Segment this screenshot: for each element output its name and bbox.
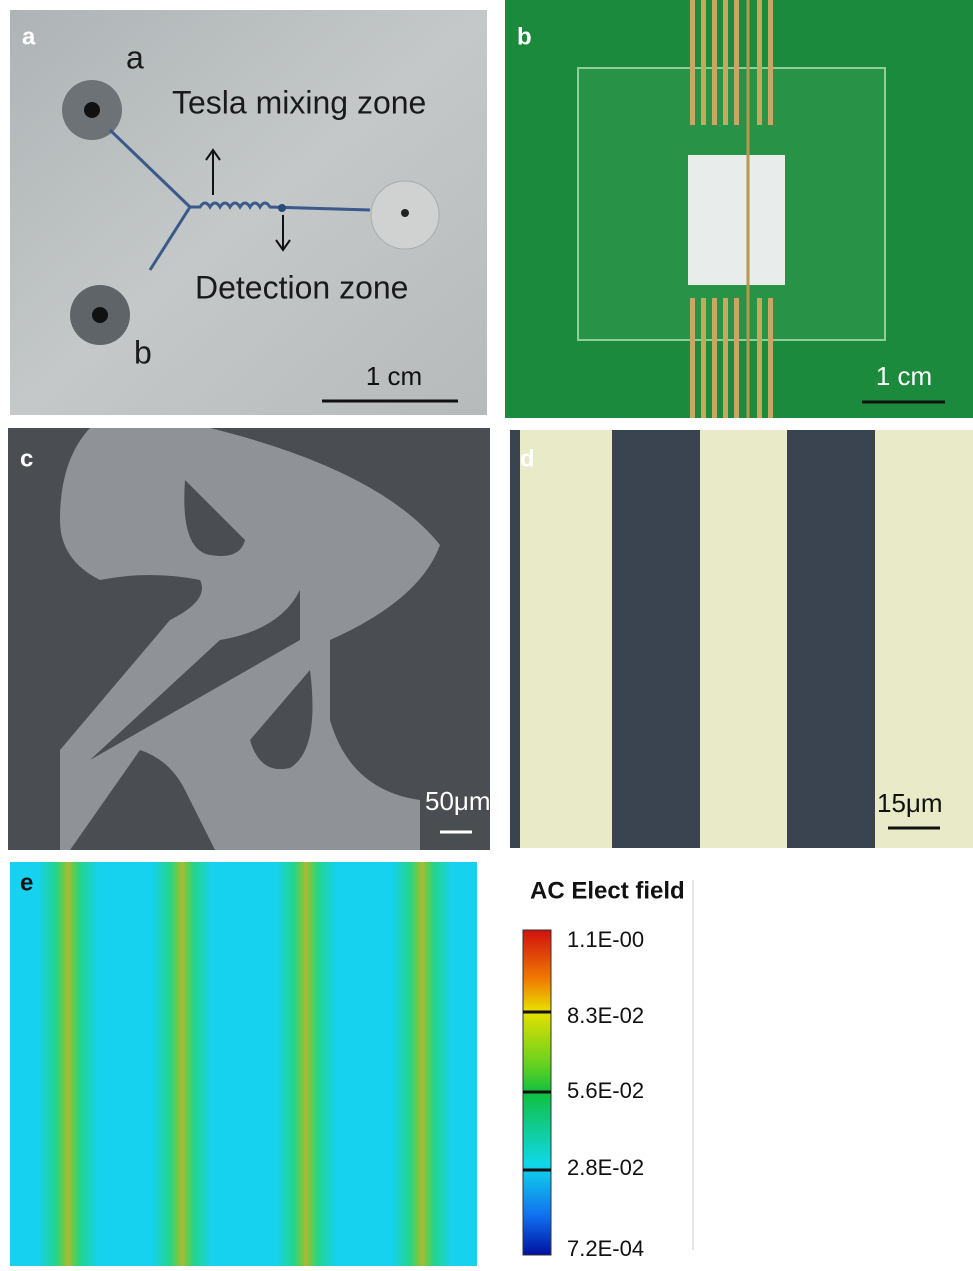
stripe bbox=[612, 430, 700, 848]
inlet-label: b bbox=[134, 334, 152, 370]
scale-label: 1 cm bbox=[366, 361, 422, 391]
outlet-hole bbox=[401, 209, 409, 217]
panel-label: b bbox=[517, 23, 532, 50]
field-band bbox=[152, 862, 212, 1266]
inlet-hole bbox=[84, 102, 100, 118]
panel-d: d 15μm bbox=[510, 430, 973, 848]
colorbar-title: AC Elect field bbox=[530, 877, 685, 904]
field-band bbox=[38, 862, 98, 1266]
colorbar-label: 5.6E-02 bbox=[567, 1078, 644, 1103]
chamber bbox=[688, 155, 785, 285]
panel-label: e bbox=[20, 869, 33, 896]
stripe bbox=[510, 430, 520, 848]
panel-c: c 50μm bbox=[8, 428, 491, 850]
field-band bbox=[276, 862, 336, 1266]
colorbar-label: 1.1E-00 bbox=[567, 927, 644, 952]
panel-label: d bbox=[520, 445, 535, 472]
inlet-hole bbox=[92, 307, 108, 323]
panel-label: c bbox=[20, 445, 33, 472]
colorbar-label: 8.3E-02 bbox=[567, 1003, 644, 1028]
inlet-label: a bbox=[126, 39, 144, 75]
field-band bbox=[392, 862, 452, 1266]
panel-e: e AC Elect field 1.1E-00 8.3E-02 5.6E-02… bbox=[10, 862, 693, 1266]
scale-label: 50μm bbox=[425, 786, 491, 816]
figure: a a Tesla mixing zone Detection zone b 1… bbox=[0, 0, 973, 1266]
stripe bbox=[787, 430, 875, 848]
panel-label: a bbox=[22, 23, 36, 50]
detection-point bbox=[278, 204, 286, 212]
scale-label: 15μm bbox=[877, 788, 943, 818]
scale-label: 1 cm bbox=[876, 361, 932, 391]
colorbar-label: 2.8E-02 bbox=[567, 1155, 644, 1180]
annotation: Tesla mixing zone bbox=[172, 84, 426, 120]
panel-a: a a Tesla mixing zone Detection zone b 1… bbox=[10, 10, 487, 415]
panel-b: b 1 cm bbox=[505, 0, 973, 418]
photo bbox=[510, 430, 973, 848]
colorbar-label: 7.2E-04 bbox=[567, 1236, 644, 1261]
annotation: Detection zone bbox=[195, 269, 408, 305]
